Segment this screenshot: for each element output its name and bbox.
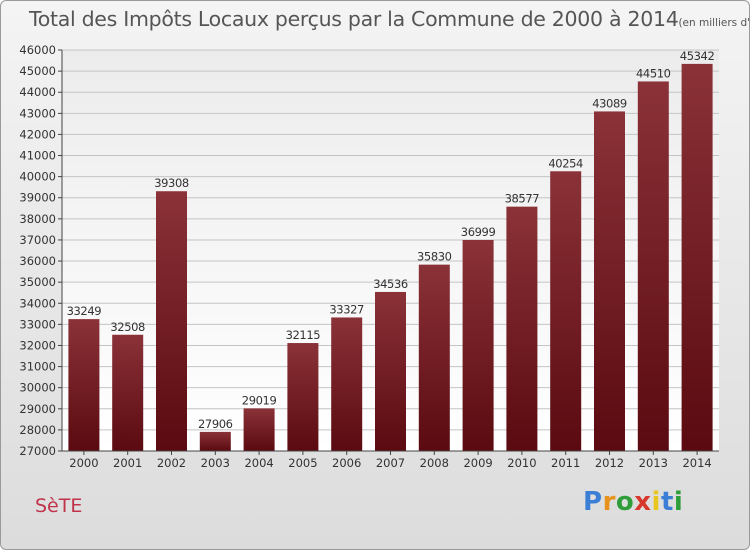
y-tick-label: 41000	[19, 149, 56, 163]
bar-2014	[681, 63, 713, 451]
proxiti-logo: Proxiti	[583, 487, 683, 517]
x-tick-label: 2010	[507, 456, 536, 470]
bar-2000	[68, 319, 100, 451]
y-tick-label: 27000	[19, 444, 56, 458]
x-tick-label: 2007	[376, 456, 405, 470]
bar-2001	[112, 334, 144, 451]
bar-value-label: 43089	[592, 96, 627, 110]
x-tick-label: 2006	[332, 456, 361, 470]
y-tick-label: 38000	[19, 212, 56, 226]
bar-2009	[462, 239, 494, 451]
x-tick-label: 2005	[288, 456, 317, 470]
bar-chart: 27000 28000 29000 30000 31000 32000 33000 34000…	[19, 43, 719, 470]
x-tick-label: 2008	[420, 456, 449, 470]
x-tick-label: 2001	[113, 456, 142, 470]
bar-value-label: 27906	[198, 417, 233, 431]
bar-value-label: 45342	[680, 49, 715, 63]
y-tick-label: 31000	[19, 360, 56, 374]
bar-2005	[287, 343, 319, 451]
logo-letter: x	[634, 487, 652, 517]
chart-title-text: Total des Impôts Locaux perçus par la Co…	[29, 7, 679, 31]
bar-value-label: 36999	[461, 225, 496, 239]
bar-2013	[637, 81, 669, 451]
y-tick-label: 37000	[19, 233, 56, 247]
x-tick-label: 2000	[69, 456, 98, 470]
bar-value-label: 32508	[110, 320, 145, 334]
y-tick-label: 30000	[19, 381, 56, 395]
x-tick-label: 2014	[682, 456, 711, 470]
y-tick-label: 33000	[19, 317, 56, 331]
y-tick-label: 35000	[19, 275, 56, 289]
logo-letter: o	[615, 487, 635, 517]
y-tick-label: 42000	[19, 127, 56, 141]
y-tick-label: 36000	[19, 254, 56, 268]
y-tick-label: 44000	[19, 85, 56, 99]
y-tick-label: 39000	[19, 191, 56, 205]
chart-title-unit: (en milliers d'€)	[678, 17, 750, 29]
y-tick-label: 43000	[19, 106, 56, 120]
bar-value-label: 34536	[373, 277, 408, 291]
y-tick-label: 32000	[19, 338, 56, 352]
y-tick-label: 40000	[19, 170, 56, 184]
chart-title: Total des Impôts Locaux perçus par la Co…	[29, 7, 750, 31]
x-tick-label: 2013	[639, 456, 668, 470]
bar-value-label: 33327	[329, 302, 364, 316]
y-axis: 27000 28000 29000 30000 31000 32000 33000 34000…	[19, 43, 63, 458]
bar-2002	[156, 191, 187, 451]
bar-value-label: 40254	[548, 156, 583, 170]
bar-value-label: 35830	[417, 250, 452, 264]
bars: 33249 32508 39308 27906 29019 32115 33327 34536…	[67, 49, 715, 451]
bar-value-label: 32115	[286, 328, 321, 342]
y-tick-label: 45000	[19, 64, 56, 78]
logo-letter: i	[651, 487, 661, 517]
bar-value-label: 29019	[242, 393, 277, 407]
logo-letter: P	[583, 487, 603, 517]
x-tick-label: 2011	[551, 456, 580, 470]
x-tick-label: 2009	[463, 456, 492, 470]
logo-letter: r	[602, 487, 616, 517]
bar-2006	[331, 317, 363, 451]
logo-letter: t	[660, 487, 674, 517]
bar-value-label: 33249	[67, 304, 102, 318]
bar-2012	[594, 111, 625, 451]
x-tick-label: 2012	[595, 456, 624, 470]
y-tick-label: 29000	[19, 402, 56, 416]
x-tick-label: 2004	[244, 456, 273, 470]
y-tick-label: 34000	[19, 296, 56, 310]
bar-value-label: 44510	[636, 66, 671, 80]
y-tick-label: 28000	[19, 423, 56, 437]
bar-2007	[375, 291, 406, 451]
bar-2011	[550, 171, 582, 451]
bar-2003	[199, 431, 231, 451]
bar-2004	[243, 408, 275, 451]
x-tick-label: 2003	[201, 456, 230, 470]
bar-value-label: 39308	[154, 176, 189, 190]
bar-2008	[418, 264, 450, 451]
bar-value-label: 38577	[505, 192, 540, 206]
logo-letter: i	[673, 487, 684, 517]
y-tick-label: 46000	[19, 43, 56, 57]
bar-2010	[506, 206, 538, 451]
x-axis: 2000 2001 2002 2003 2004 2005 2006 2007 2008 2009…	[62, 450, 719, 470]
x-tick-label: 2002	[157, 456, 186, 470]
commune-name: SèTE	[35, 495, 83, 517]
